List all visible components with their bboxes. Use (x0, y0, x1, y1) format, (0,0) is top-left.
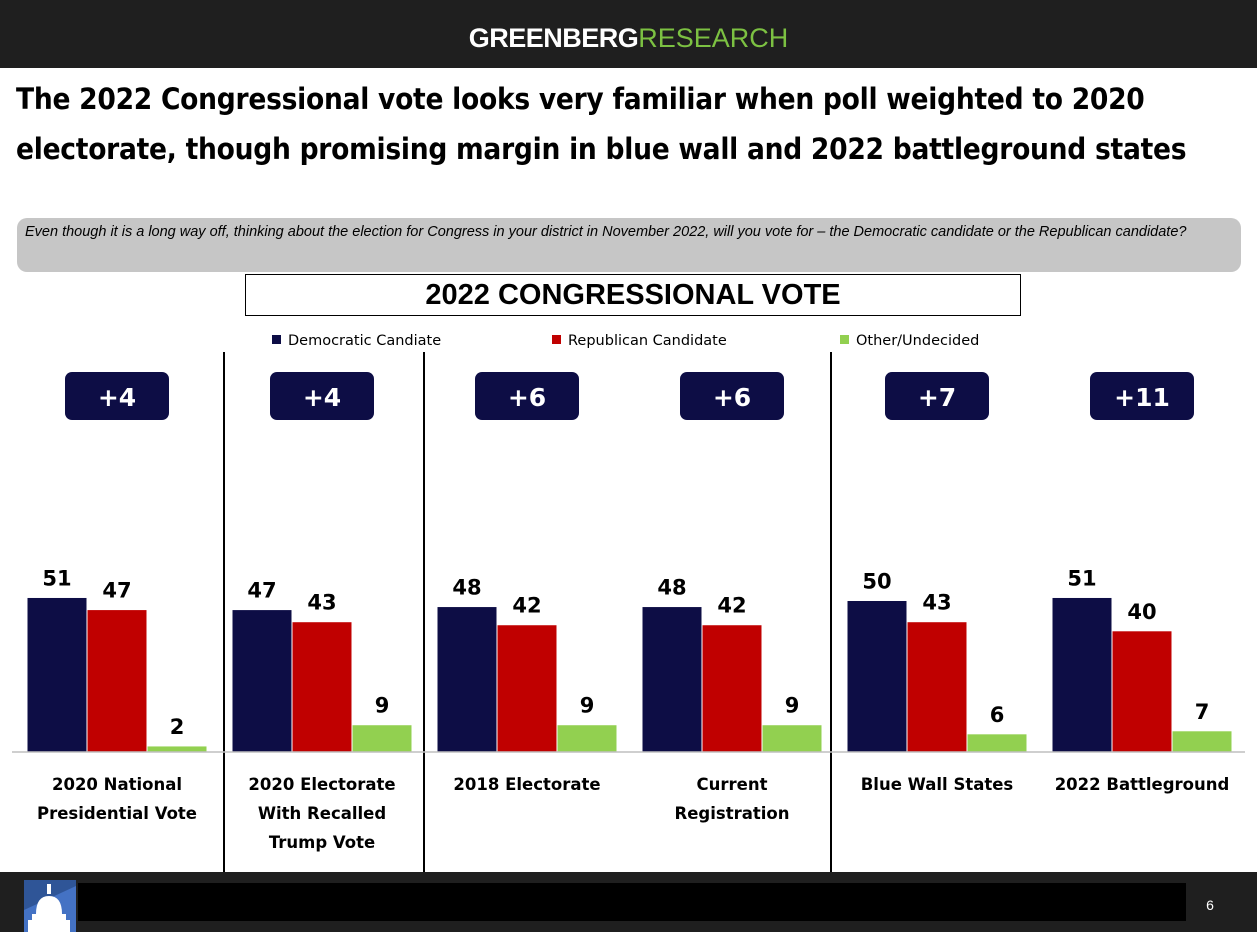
brand-name-part1: GREENBERG (468, 23, 639, 53)
category-label-4-line-2: Registration (675, 804, 790, 823)
legend-swatch-2 (552, 335, 561, 344)
legend-label-2: Republican Candidate (568, 333, 727, 349)
category-label-1-line-1: 2020 National (52, 775, 182, 794)
bar-5-series-2 (906, 621, 968, 753)
data-label-4-series-1: 48 (657, 576, 686, 600)
data-label-4-series-3: 9 (785, 694, 800, 718)
bar-2-series-2 (291, 621, 353, 753)
congressional-vote-chart: Democratic Candiate Republican Candidate O… (12, 333, 1245, 872)
margin-badge-5 (885, 372, 989, 420)
data-label-1-series-2: 47 (102, 579, 131, 603)
margin-badge-3 (475, 372, 579, 420)
data-label-6-series-2: 40 (1127, 600, 1156, 624)
category-label-2-line-1: 2020 Electorate (248, 775, 395, 794)
data-label-5-series-2: 43 (922, 591, 951, 615)
margin-badge-4 (680, 372, 784, 420)
margin-badge-6 (1090, 372, 1194, 420)
category-label-1-line-2: Presidential Vote (37, 804, 197, 823)
bar-1-series-3 (146, 745, 208, 753)
data-label-2-series-1: 47 (247, 579, 276, 603)
margin-label-4: +6 (713, 383, 751, 412)
margin-badge-1 (65, 372, 169, 420)
bar-6-series-1 (1051, 596, 1113, 753)
bar-3-series-1 (436, 606, 498, 753)
data-label-6-series-1: 51 (1067, 566, 1096, 590)
brand-logo: GREENBERGRESEARCH (0, 0, 1257, 68)
legend-label-1: Democratic Candiate (288, 333, 441, 349)
page-number: 6 (1206, 897, 1214, 913)
category-label-6-line-1: 2022 Battleground (1055, 775, 1230, 794)
margin-label-1: +4 (98, 383, 136, 412)
data-label-3-series-1: 48 (452, 576, 481, 600)
top-banner (0, 0, 1257, 68)
data-label-2-series-3: 9 (375, 694, 390, 718)
survey-question: Even though it is a long way off, thinki… (17, 218, 1241, 272)
page-title-line-2: electorate, though promising margin in b… (16, 132, 1187, 166)
bar-6-series-2 (1111, 630, 1173, 753)
category-label-2-line-2: With Recalled (258, 804, 386, 823)
bar-3-series-3 (556, 724, 618, 753)
page-title: The 2022 Congressional vote looks very f… (16, 74, 1187, 174)
margin-label-3: +6 (508, 383, 546, 412)
category-label-2-line-3: Trump Vote (269, 833, 375, 852)
data-label-1-series-3: 2 (170, 715, 185, 739)
legend-swatch-3 (840, 335, 849, 344)
bar-2-series-3 (351, 724, 413, 753)
bar-1-series-2 (86, 609, 148, 753)
bar-5-series-1 (846, 600, 908, 753)
data-label-2-series-2: 43 (307, 591, 336, 615)
data-label-6-series-3: 7 (1195, 700, 1210, 724)
legend-swatch-1 (272, 335, 281, 344)
margin-badge-2 (270, 372, 374, 420)
footer-inner-strip (78, 883, 1186, 921)
margin-label-6: +11 (1114, 383, 1170, 412)
legend-label-3: Other/Undecided (856, 333, 979, 349)
bar-1-series-1 (26, 596, 88, 753)
data-label-5-series-1: 50 (862, 570, 891, 594)
data-label-4-series-2: 42 (717, 594, 746, 618)
bar-4-series-3 (761, 724, 823, 753)
chart-title: 2022 CONGRESSIONAL VOTE (245, 274, 1021, 316)
data-label-1-series-1: 51 (42, 566, 71, 590)
capitol-dome-icon (24, 880, 76, 932)
bar-5-series-3 (966, 733, 1028, 753)
bar-6-series-3 (1171, 730, 1233, 753)
margin-label-5: +7 (918, 383, 956, 412)
data-label-5-series-3: 6 (990, 703, 1005, 727)
data-label-3-series-3: 9 (580, 694, 595, 718)
category-label-5-line-1: Blue Wall States (861, 775, 1014, 794)
brand-name-part2: RESEARCH (638, 23, 789, 53)
bar-3-series-2 (496, 624, 558, 753)
category-label-4-line-1: Current (697, 775, 768, 794)
bar-2-series-1 (231, 609, 293, 753)
bar-4-series-1 (641, 606, 703, 753)
margin-label-2: +4 (303, 383, 341, 412)
bar-4-series-2 (701, 624, 763, 753)
category-label-3-line-1: 2018 Electorate (453, 775, 600, 794)
page-title-line-1: The 2022 Congressional vote looks very f… (16, 82, 1145, 116)
data-label-3-series-2: 42 (512, 594, 541, 618)
